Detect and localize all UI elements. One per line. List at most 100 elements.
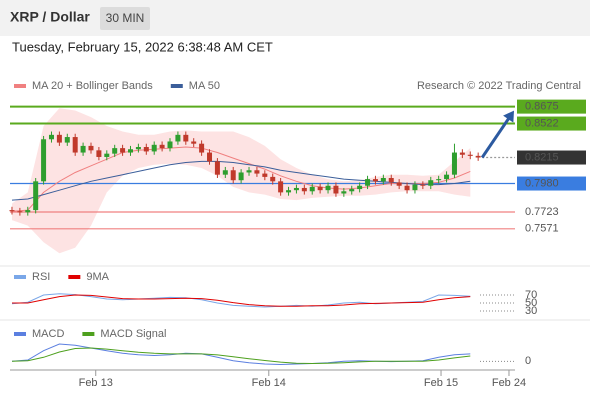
candle-body (325, 185, 331, 191)
candle-body (459, 152, 465, 155)
candle-body (262, 173, 268, 177)
indicator-line (12, 294, 471, 307)
candle-body (420, 184, 426, 186)
candle-body (444, 174, 450, 180)
candle-body (104, 153, 110, 157)
level-label-box (517, 176, 586, 191)
candle-body (230, 170, 236, 181)
candle-body (64, 137, 70, 143)
candle-body (143, 147, 149, 152)
candle-body (293, 187, 299, 191)
legend-label: MACD Signal (100, 328, 166, 340)
candle-body (159, 144, 165, 149)
candle-body (404, 185, 410, 191)
indicator-line (11, 347, 471, 365)
candle-body (214, 161, 220, 175)
candle-body (380, 178, 386, 182)
candle-body (349, 189, 355, 192)
candle-body (309, 186, 315, 192)
candle-body (246, 170, 252, 173)
candle-body (254, 170, 260, 174)
timeframe[interactable]: 30 MIN (106, 11, 145, 25)
x-tick-label: Feb 14 (252, 377, 286, 389)
candle-body (222, 170, 228, 175)
candle-body (80, 145, 86, 153)
timestamp: Tuesday, February 15, 2022 6:38:48 AM CE… (12, 39, 273, 54)
candle-body (475, 155, 481, 158)
candle-body (191, 141, 197, 144)
candle-body (199, 143, 205, 153)
moving-average (11, 146, 471, 212)
candle-body (372, 179, 378, 182)
candle-body (357, 185, 363, 190)
candle-body (436, 179, 442, 181)
candle-body (412, 184, 418, 191)
legend-label: 9MA (86, 271, 109, 283)
x-tick-label: Feb 24 (492, 377, 526, 389)
candle-body (41, 139, 47, 182)
y-tick-label: 70 (525, 289, 537, 301)
candle-body (365, 179, 371, 186)
candle-body (183, 134, 189, 142)
header-bar (0, 0, 590, 36)
level-label: 0.8675 (525, 101, 559, 113)
x-tick-label: Feb 13 (79, 377, 113, 389)
candle-body (317, 186, 323, 191)
indicator-line (11, 293, 471, 308)
instrument-title: XRP / Dollar (10, 9, 90, 25)
candle-body (25, 210, 31, 213)
legend-swatch (82, 332, 95, 336)
legend-swatch (170, 84, 183, 88)
legend-label: RSI (32, 271, 50, 283)
candle-body (96, 150, 102, 157)
legend-swatch (68, 275, 81, 279)
forecast-arrow-head (503, 110, 514, 123)
candle-body (135, 147, 141, 150)
legend-swatch (14, 275, 26, 279)
level-label: 0.7571 (525, 223, 559, 235)
candle-body (238, 172, 244, 181)
y-tick-label: 30 (525, 305, 537, 317)
candle-body (451, 152, 457, 175)
candle-body (301, 187, 307, 192)
candle-body (396, 182, 402, 186)
candle-body (428, 180, 434, 186)
y-tick-label: 50 (525, 297, 537, 309)
candle-body (127, 149, 133, 153)
credit: Research © 2022 Trading Central (417, 80, 581, 92)
candle-body (56, 134, 62, 143)
candle-body (9, 210, 15, 212)
candle-body (167, 141, 173, 149)
level-label-box (517, 116, 586, 131)
level-label: 0.8215 (525, 151, 559, 163)
candle-body (48, 134, 54, 140)
candle-body (270, 176, 276, 182)
candle-body (72, 137, 78, 153)
level-label: 0.7980 (525, 177, 559, 189)
candle-body (286, 190, 292, 193)
moving-average (11, 160, 471, 201)
legend-label: MA 20 + Bollinger Bands (32, 80, 153, 92)
candle-body (17, 211, 23, 213)
candle-body (333, 185, 339, 194)
legend-swatch (14, 332, 26, 336)
candle-body (88, 145, 94, 151)
y-tick-label: 0 (525, 355, 531, 367)
level-label: 0.7723 (525, 206, 559, 218)
level-label-box (517, 99, 586, 114)
forecast-arrow (480, 116, 511, 159)
candle-body (120, 148, 126, 153)
candle-body (33, 181, 39, 211)
legend-swatch (14, 84, 26, 88)
legend-label: MACD (32, 328, 64, 340)
level-label: 0.8522 (525, 117, 559, 129)
timeframe-box[interactable] (100, 7, 150, 30)
candle-body (341, 191, 347, 194)
candle-body (388, 178, 394, 183)
candle-body (467, 154, 473, 156)
level-label-box (517, 150, 586, 165)
candle-body (207, 152, 213, 162)
x-tick-label: Feb 15 (424, 377, 458, 389)
legend-label: MA 50 (189, 80, 220, 92)
